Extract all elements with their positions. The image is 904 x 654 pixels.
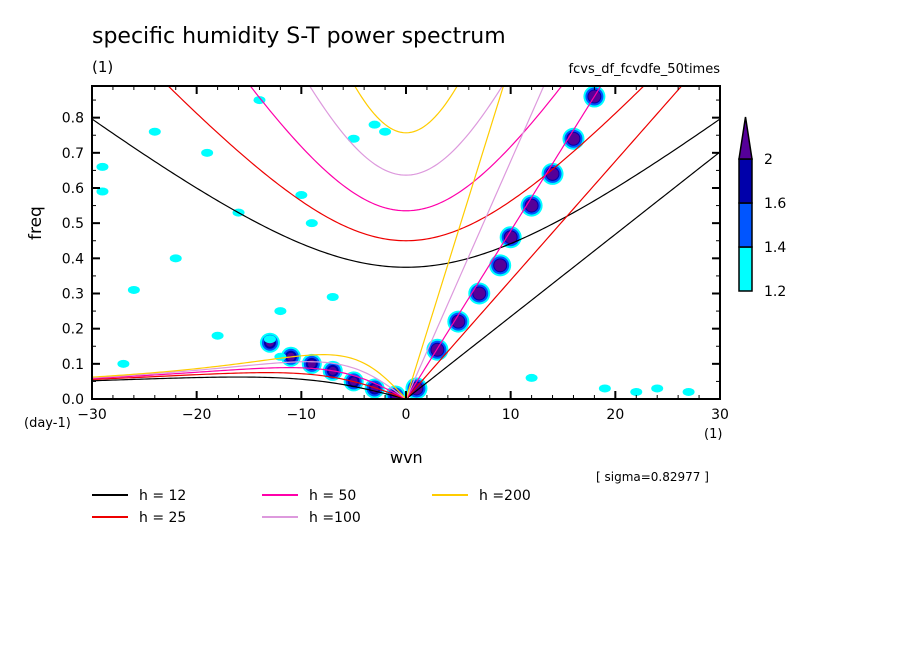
legend-label-h100: h =100	[309, 510, 361, 526]
y-tick-label: 0.5	[62, 216, 84, 232]
x-tick-label: −10	[287, 407, 317, 423]
power-patch	[630, 387, 643, 396]
power-blob	[473, 287, 486, 300]
power-blob	[504, 231, 517, 244]
power-blob	[567, 132, 580, 145]
power-blob	[307, 359, 316, 368]
power-contours	[96, 86, 695, 399]
y-tick-label: 0.3	[62, 286, 84, 302]
power-patch	[127, 285, 140, 294]
legend-label-h200: h =200	[479, 488, 531, 504]
legend-label-h12: h = 12	[139, 488, 186, 504]
dispersion-curve-h25-rossby	[92, 372, 407, 399]
x-tick-label: −20	[182, 407, 212, 423]
power-patch	[598, 384, 611, 393]
y-axis-unit: (day-1)	[24, 416, 71, 431]
x-axis-unit: (1)	[704, 427, 723, 442]
dispersion-curve-h50-kelvin	[405, 86, 602, 399]
y-tick-label: 0.1	[62, 357, 84, 373]
legend-label-h25: h = 25	[139, 510, 186, 526]
power-patch	[305, 219, 318, 228]
colorbar: 1.2 1.4 1.6 2	[738, 116, 786, 300]
colorbar-label: 1.6	[764, 196, 786, 212]
x-tick-label: 20	[606, 407, 624, 423]
dispersion-curve-h12-kelvin	[405, 151, 720, 399]
y-tick-label: 0.8	[62, 111, 84, 127]
power-patch	[263, 335, 276, 344]
dispersion-curve-h12-rossby	[92, 376, 407, 399]
y-tick-label: 0.2	[62, 322, 84, 338]
power-patch	[651, 384, 664, 393]
legend-label-h50: h = 50	[309, 488, 356, 504]
dispersion-curve-h200-ig	[354, 86, 458, 134]
colorbar-label: 2	[764, 152, 773, 168]
y-tick-label: 0.4	[62, 251, 84, 267]
dispersion-curve-h100-rossby	[92, 361, 407, 399]
colorbar-label: 1.4	[764, 240, 786, 256]
chart-subtitle-right: fcvs_df_fcvdfe_50times	[568, 62, 720, 77]
colorbar-segment	[738, 202, 753, 248]
x-axis-label: wvn	[390, 448, 423, 467]
dispersion-curve-h25-ig	[167, 86, 645, 242]
colorbar-segment	[738, 246, 753, 292]
power-patch	[274, 307, 287, 316]
colorbar-extend-triangle	[738, 116, 753, 160]
legend: h = 12 h = 25 h = 50 h =100 h =200	[92, 488, 531, 526]
axes: −30 −20 −10 0 10 20 30 0.0 0.1 0.2 0.3 0.4 0.5 0.6 0.7…	[62, 85, 729, 423]
power-patch	[347, 134, 360, 143]
power-patch	[368, 120, 381, 129]
dispersion-curve-h50-ig	[249, 86, 563, 212]
x-tick-label: −30	[77, 407, 107, 423]
colorbar-label: 1.2	[764, 284, 786, 300]
power-patch	[169, 254, 182, 263]
y-tick-label: 0.0	[62, 392, 84, 408]
power-patch	[117, 359, 130, 368]
dispersion-curve-h100-kelvin	[405, 86, 545, 399]
dispersion-curves	[92, 86, 720, 399]
chart-subtitle-left: (1)	[92, 58, 114, 76]
power-patch	[96, 187, 109, 196]
dispersion-curve-h200-kelvin	[405, 86, 505, 399]
power-patch	[326, 293, 339, 302]
sigma-annotation: [ sigma=0.82977 ]	[596, 470, 709, 484]
power-patch	[295, 191, 308, 200]
dispersion-curve-h200-rossby	[92, 354, 407, 399]
x-tick-label: 30	[711, 407, 729, 423]
power-patch	[274, 352, 287, 361]
power-patch	[682, 387, 695, 396]
power-blob	[525, 199, 538, 212]
chart-title: specific humidity S-T power spectrum	[92, 24, 506, 49]
power-patch	[211, 331, 224, 340]
power-blob	[546, 167, 559, 180]
power-patch	[96, 162, 109, 171]
dispersion-curve-h100-ig	[308, 86, 504, 176]
x-tick-label: 0	[402, 407, 411, 423]
power-patch	[201, 148, 214, 157]
power-patch	[525, 373, 538, 382]
colorbar-segment	[738, 158, 753, 204]
power-blob	[431, 343, 444, 356]
dispersion-curve-h50-rossby	[92, 367, 407, 399]
power-blob	[410, 382, 423, 395]
dispersion-curve-h25-kelvin	[405, 86, 683, 399]
dispersion-curve-h12-ig	[92, 118, 720, 268]
power-patch	[379, 127, 392, 136]
power-patch	[148, 127, 161, 136]
y-tick-label: 0.6	[62, 181, 84, 197]
x-tick-label: 10	[502, 407, 520, 423]
power-blob	[494, 259, 507, 272]
y-tick-label: 0.7	[62, 146, 84, 162]
